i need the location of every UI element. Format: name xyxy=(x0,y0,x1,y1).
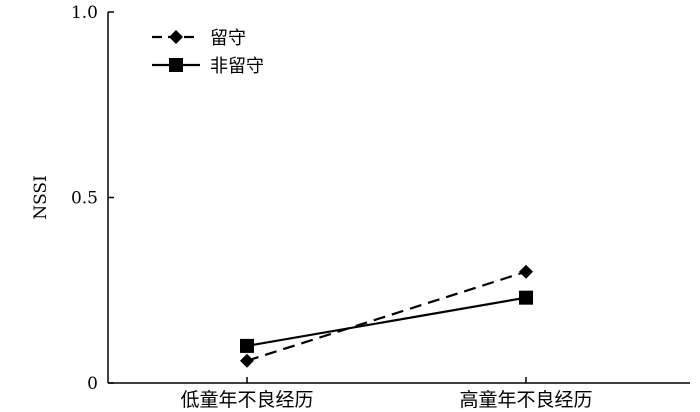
legend-label: 留守 xyxy=(210,28,246,49)
series-1 xyxy=(240,264,533,368)
series-line xyxy=(246,296,527,347)
y-tick-label: 0 xyxy=(87,374,98,394)
legend-item: 留守 xyxy=(152,28,246,49)
data-point xyxy=(519,290,533,305)
series-line xyxy=(246,270,527,362)
y-tick-label: 1.0 xyxy=(71,3,98,23)
y-axis-label: NSSI xyxy=(31,175,51,220)
data-point xyxy=(519,264,533,279)
legend-item: 非留守 xyxy=(152,56,264,77)
y-tick-label: 0.5 xyxy=(71,189,98,209)
data-point xyxy=(240,353,254,368)
legend-label: 非留守 xyxy=(210,56,264,77)
series-2 xyxy=(240,290,533,353)
legend-marker xyxy=(169,58,183,72)
x-tick-label: 低童年不良经历 xyxy=(180,389,313,411)
legend-marker xyxy=(169,30,183,44)
x-tick-label: 高童年不良经历 xyxy=(459,389,592,411)
data-point xyxy=(240,338,254,353)
